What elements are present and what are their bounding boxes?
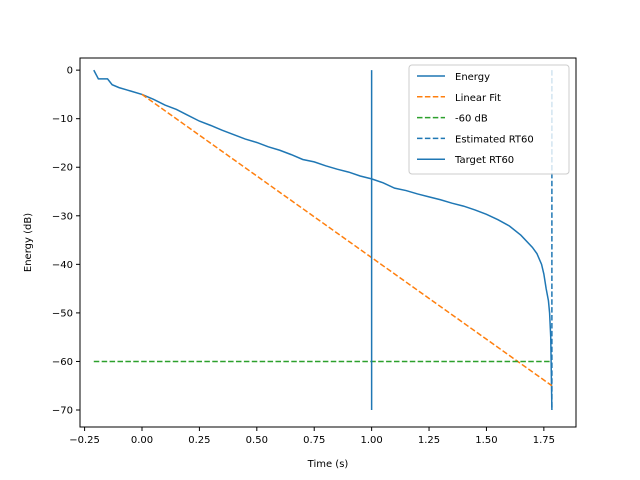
legend-label: Energy (455, 72, 490, 83)
y-tick-label: −60 (52, 357, 73, 368)
legend: Energy Linear Fit -60 dB Estimated RT60 Targ… (408, 64, 570, 175)
axes-frame (79, 57, 577, 428)
y-tick-label: −70 (52, 406, 73, 417)
ticks-group: −0.25 0.00 0.25 0.50 0.75 1.00 1.25 1.50 1.75 0 −1… (52, 66, 555, 446)
x-tick-label: 1.00 (360, 435, 382, 446)
series-line-linear-fit (141, 93, 553, 387)
y-axis-label: Energy (dB) (23, 213, 34, 272)
x-tick-label: 0.50 (246, 435, 268, 446)
x-tick-label: 0.75 (303, 435, 325, 446)
x-tick-label: 1.50 (475, 435, 497, 446)
x-tick-label: −0.25 (69, 435, 100, 446)
legend-label: Target RT60 (454, 155, 514, 166)
x-tick-label: 1.25 (418, 435, 440, 446)
legend-label: -60 dB (455, 114, 488, 125)
legend-label: Estimated RT60 (455, 134, 534, 145)
y-tick-label: −30 (52, 211, 73, 222)
series-line-energy (93, 69, 553, 411)
x-tick-label: 0.00 (131, 435, 153, 446)
y-tick-label: −40 (52, 260, 73, 271)
y-tick-label: −50 (52, 308, 73, 319)
x-tick-label: 1.75 (533, 435, 555, 446)
legend-label: Linear Fit (455, 93, 501, 104)
y-tick-label: −20 (52, 163, 73, 174)
x-axis-label: Time (s) (307, 459, 349, 470)
x-tick-label: 0.25 (188, 435, 210, 446)
y-tick-label: 0 (67, 66, 73, 77)
legend-box (408, 64, 570, 175)
y-tick-label: −10 (52, 114, 73, 125)
